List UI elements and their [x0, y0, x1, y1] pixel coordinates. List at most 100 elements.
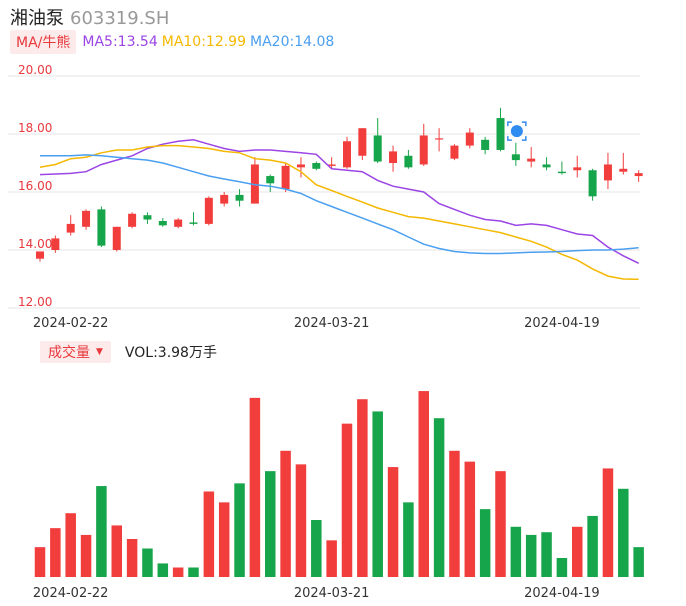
candle [481, 136, 490, 155]
volume-bar [111, 525, 122, 577]
candlesticks [36, 107, 643, 262]
candle-body [389, 151, 398, 163]
volume-bar [464, 461, 476, 577]
candle [296, 157, 305, 178]
volume-bar [203, 491, 215, 577]
candle-body [557, 171, 566, 174]
candle [204, 196, 213, 226]
ma-mode-button[interactable]: MA/牛熊 [10, 30, 77, 54]
volume-bar [126, 539, 138, 577]
candle [312, 161, 321, 171]
candle-body [450, 145, 459, 159]
candle [327, 157, 336, 169]
volume-value: VOL:3.98万手 [124, 345, 217, 361]
candle [220, 192, 229, 207]
ma5-line [39, 139, 639, 264]
candle [527, 147, 536, 168]
candle-body [112, 226, 121, 250]
volume-bar [188, 567, 199, 577]
volume-bar [80, 534, 92, 577]
candle-body [511, 154, 520, 161]
volume-date-label: 2024-03-21 [294, 586, 370, 601]
volume-date-label: 2024-02-22 [33, 586, 109, 601]
candle-body [281, 165, 290, 190]
volume-bar [96, 486, 107, 577]
volume-bar [510, 526, 522, 577]
volume-bar [633, 547, 644, 577]
marker-dot [510, 125, 523, 138]
ma10-legend: MA10:12.99 [161, 34, 247, 50]
volume-bar [218, 502, 230, 577]
volume-bar [249, 397, 261, 577]
volume-bar [387, 467, 399, 577]
candle-body [542, 164, 551, 168]
volume-indicator-label: 成交量 [48, 345, 90, 361]
candle-body [358, 128, 367, 156]
candle-body [619, 168, 628, 172]
candle [143, 212, 152, 224]
volume-bar [34, 547, 46, 577]
candle-body [51, 238, 60, 250]
volume-bar [433, 418, 445, 577]
price-date-label: 2024-04-19 [524, 316, 600, 331]
candle [619, 152, 628, 175]
volume-bar [172, 567, 184, 577]
volume-indicator-dropdown[interactable]: 成交量 ▼ [40, 341, 111, 363]
caret-down-icon: ▼ [96, 347, 103, 357]
moving-averages [39, 139, 639, 281]
volume-bar [50, 528, 61, 577]
candle-body [158, 221, 167, 226]
price-x-axis: 2024-02-22 2024-03-21 2024-04-19 [33, 316, 600, 331]
candle [542, 157, 551, 171]
volume-bar [280, 450, 291, 577]
ma20-legend: MA20:14.08 [250, 34, 335, 50]
candle-body [327, 164, 336, 166]
candle-body [603, 164, 612, 181]
candle [435, 128, 444, 152]
volume-bar [418, 391, 429, 577]
candle-body [435, 138, 444, 140]
highlight-marker[interactable] [507, 121, 527, 141]
candle [465, 128, 474, 149]
volume-bar [572, 526, 583, 577]
candle-body [266, 176, 275, 184]
price-date-label: 2024-03-21 [294, 316, 370, 331]
candle [82, 209, 91, 230]
volume-bar [556, 558, 568, 577]
candle-body [143, 215, 152, 220]
candle-body [465, 132, 474, 146]
stock-name: 湘油泵 [10, 8, 64, 29]
ma5-legend: MA5:13.54 [82, 34, 158, 50]
candle-body [496, 118, 505, 150]
price-gridlines [8, 75, 640, 309]
candle-body [343, 141, 351, 168]
volume-bar [525, 534, 537, 577]
volume-bars [34, 391, 644, 577]
candle-body [82, 210, 91, 227]
volume-bar [295, 464, 307, 577]
volume-legend: 成交量 ▼ VOL:3.98万手 [40, 341, 217, 363]
candle-body [404, 155, 413, 168]
candle [66, 215, 75, 236]
candle [97, 206, 106, 248]
volume-bar [449, 450, 460, 577]
candle-body [481, 139, 490, 150]
volume-bar [311, 520, 322, 577]
candle [281, 163, 290, 192]
candle [343, 136, 351, 169]
price-date-label: 2024-02-22 [33, 316, 109, 331]
candle [36, 251, 44, 262]
candle-body [419, 135, 428, 165]
candle [174, 218, 183, 229]
volume-bar [341, 423, 353, 577]
ma-legend: MA/牛熊 MA5:13.54 MA10:12.99 MA20:14.08 [10, 30, 338, 54]
candle [496, 107, 505, 152]
ma20-line [40, 154, 639, 255]
volume-x-axis: 2024-02-22 2024-03-21 2024-04-19 [33, 586, 600, 601]
candle-body [36, 251, 44, 259]
candle [603, 152, 612, 190]
candle-body [373, 135, 382, 162]
volume-bar [479, 509, 491, 577]
price-tick-label: 16.00 [18, 179, 52, 193]
